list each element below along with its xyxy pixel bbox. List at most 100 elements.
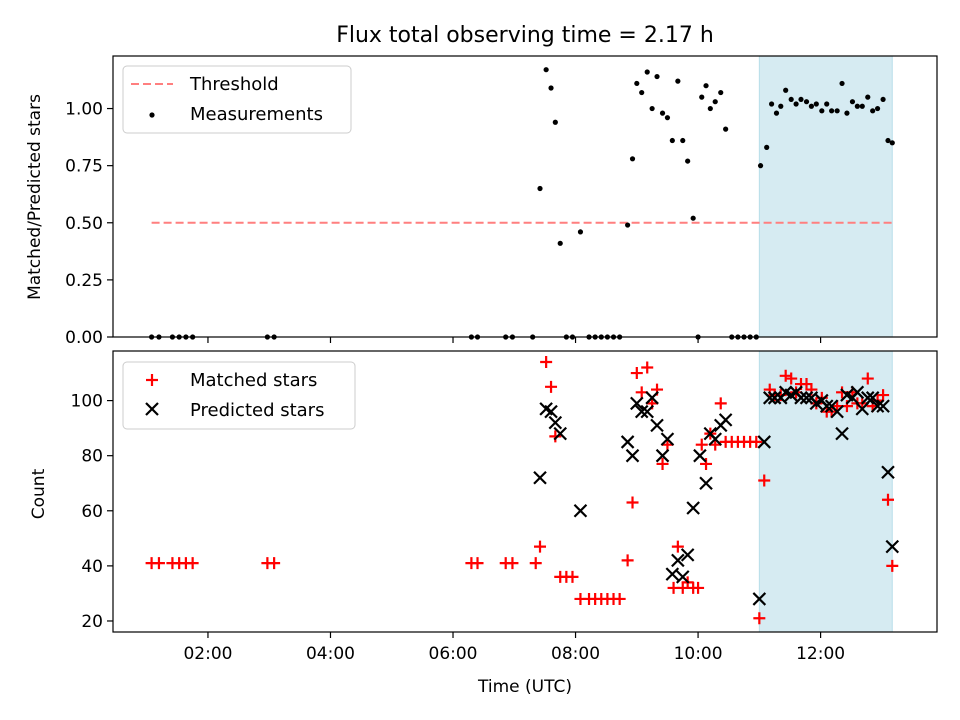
matched-star-point [753, 612, 766, 625]
measurement-point [889, 140, 895, 146]
matched-star-point [714, 397, 727, 410]
measurement-point [629, 156, 636, 162]
legend-threshold-label: Threshold [189, 74, 279, 95]
measurement-point [783, 87, 789, 93]
predicted-stars-series [533, 385, 900, 606]
measurement-point [639, 89, 645, 96]
legend-matched-label: Matched stars [190, 370, 317, 391]
bottom-panel: 20 40 60 80 100 02:00 04:00 06:00 08:00 10:00 12:… [29, 350, 938, 697]
matched-star-point [529, 557, 542, 570]
top-y-tick-label: 0.50 [65, 214, 103, 234]
predicted-star-point [634, 404, 649, 419]
matched-star-point [656, 457, 669, 470]
bottom-legend: Matched stars Predicted stars [122, 361, 356, 430]
measurement-point [634, 80, 640, 87]
measurement-point [768, 101, 775, 107]
measurement-point [557, 240, 563, 246]
measurement-point [819, 108, 825, 114]
matched-star-point [692, 581, 705, 594]
measurement-point [699, 94, 705, 100]
bottom-y-tick-label: 60 [81, 502, 103, 522]
measurement-point [778, 103, 784, 109]
matched-star-point [549, 430, 562, 443]
measurement-point [707, 105, 713, 112]
predicted-star-point [650, 418, 664, 433]
x-axis-label: Time (UTC) [477, 677, 572, 697]
predicted-star-point [819, 399, 834, 413]
predicted-star-point [885, 539, 900, 554]
predicted-star-point [794, 391, 808, 405]
predicted-star-point [757, 435, 772, 449]
measurement-point [577, 229, 584, 235]
measurement-point [764, 144, 770, 150]
matched-star-point [630, 367, 643, 380]
matched-star-point [695, 438, 708, 451]
predicted-star-point [620, 435, 635, 449]
matched-star-point [750, 435, 763, 448]
measurement-point [685, 158, 691, 164]
measurement-point [625, 222, 631, 228]
x-tick-label: 02:00 [183, 644, 232, 664]
measurement-point [669, 137, 675, 144]
measurement-point [552, 119, 558, 125]
matched-star-point [566, 570, 579, 583]
measurement-point [808, 103, 815, 109]
predicted-star-point [640, 404, 654, 419]
top-plot-frame [112, 55, 938, 338]
predicted-star-point [855, 402, 870, 416]
predicted-star-point [718, 413, 733, 427]
predicted-star-point [660, 432, 675, 446]
measurement-point [834, 108, 840, 114]
matched-star-point [758, 474, 771, 487]
predicted-star-point [850, 385, 865, 400]
measurement-point [703, 83, 709, 89]
matched-star-point [152, 557, 165, 570]
top-legend: Threshold Measurements [122, 65, 352, 134]
predicted-star-point [762, 391, 777, 405]
legend-predicted-label: Predicted stars [190, 400, 324, 421]
predicted-star-point [699, 476, 713, 491]
top-y-tick-label: 1.00 [65, 100, 103, 120]
top-panel: 0.00 0.25 0.50 0.75 1.00 Matched/Predicted s… [25, 55, 938, 348]
bottom-plot-frame [112, 350, 938, 633]
predicted-star-point [686, 501, 700, 515]
bottom-y-tick-label: 40 [81, 557, 103, 577]
legend-measurements-swatch [149, 112, 155, 118]
predicted-star-point [533, 470, 547, 485]
measurement-point [854, 103, 860, 109]
matched-star-point [545, 380, 558, 393]
top-y-tick-label: 0.75 [65, 157, 103, 177]
matched-star-point [861, 372, 874, 385]
matched-star-point [621, 554, 634, 567]
measurement-point [537, 185, 543, 192]
predicted-star-point [573, 504, 588, 518]
matched-star-point [886, 559, 899, 572]
bottom-y-tick-label: 20 [81, 612, 103, 632]
x-tick-label: 06:00 [429, 644, 478, 664]
chart-title: Flux total observing time = 2.17 h [336, 23, 714, 48]
measurement-point [649, 105, 655, 112]
bottom-y-tick-label: 100 [71, 392, 103, 412]
measurement-point [829, 108, 835, 114]
predicted-star-point [553, 426, 568, 441]
measurement-point [675, 78, 681, 84]
x-tick-label: 04:00 [306, 644, 355, 664]
measurement-point [712, 99, 718, 105]
measurement-point [654, 73, 660, 80]
measurement-point [885, 137, 891, 144]
predicted-star-point [835, 426, 849, 441]
predicted-star-point [548, 415, 563, 430]
measurement-point [659, 110, 666, 116]
predicted-star-point [671, 553, 685, 568]
matched-star-point [613, 592, 626, 605]
measurement-point [813, 101, 819, 107]
measurement-point [859, 103, 865, 109]
predicted-star-point [665, 567, 680, 581]
matched-star-point [540, 356, 553, 369]
x-tick-label: 10:00 [674, 644, 723, 664]
predicted-star-point [752, 592, 767, 606]
legend-measurements-label: Measurements [190, 104, 323, 125]
predicted-star-point [799, 391, 814, 405]
measurement-point [844, 110, 850, 116]
